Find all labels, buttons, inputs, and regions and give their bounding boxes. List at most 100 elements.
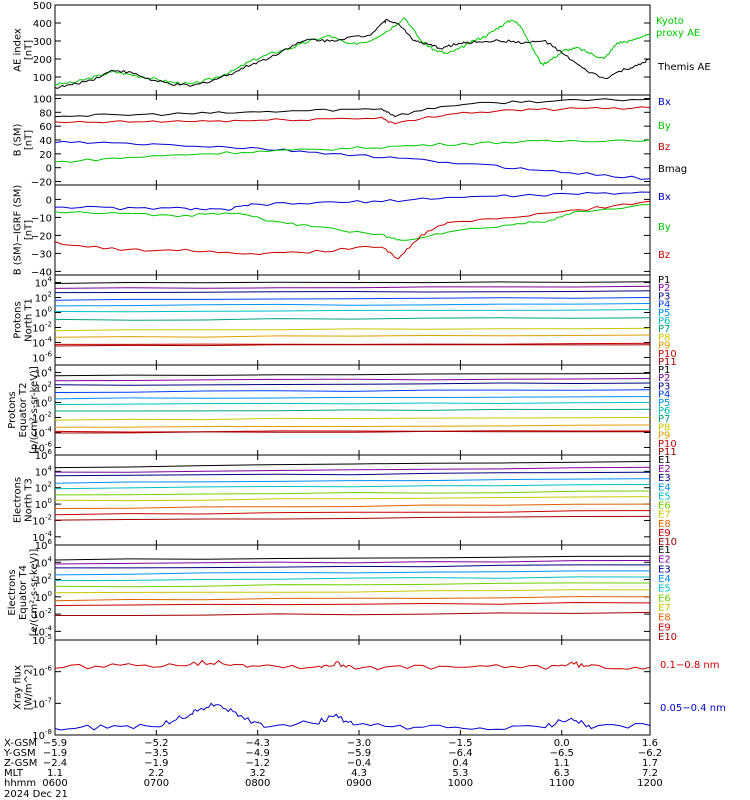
series-line-e1	[54, 555, 651, 561]
series-line-e4	[54, 570, 650, 576]
ephemeris-value: 0600	[42, 778, 67, 789]
ephemeris-value: −1.2	[246, 758, 270, 769]
legend-label-e9: E9	[658, 528, 671, 539]
series-line-e6	[54, 490, 651, 496]
y-axis-label: North T3	[24, 478, 35, 522]
y-tick-label: 10-4	[32, 336, 52, 350]
ephemeris-value: −3.0	[347, 738, 371, 749]
series-line-bz	[54, 200, 651, 260]
legend-label-p10: P10	[658, 349, 677, 360]
ephemeris-value: −1.5	[448, 738, 472, 749]
legend-label-kyoto: Kyoto	[656, 16, 684, 27]
y-axis-label: Equator T2	[18, 383, 29, 438]
series-line-e6	[54, 582, 651, 588]
series-line-bx	[55, 191, 651, 211]
ephemeris-value: 2.2	[148, 768, 164, 779]
legend-label-p1: P1	[658, 275, 670, 286]
legend-label-bx: Bx	[658, 97, 671, 108]
series-line-bmag	[54, 98, 651, 118]
series-line-e3	[54, 471, 651, 477]
y-tick-label: −20	[31, 178, 52, 189]
series-line-p3	[54, 382, 651, 386]
legend-label-p6: P6	[658, 316, 670, 327]
y-axis-label: [nT]	[24, 130, 35, 150]
ephemeris-value: −2.4	[43, 758, 67, 769]
series-line-p1	[54, 281, 651, 284]
y-tick-label: −40	[31, 267, 52, 278]
legend-label-p2: P2	[658, 373, 670, 384]
panel-frame	[54, 639, 651, 736]
legend-label-e1: E1	[658, 545, 671, 556]
y-tick-label: 10-2	[32, 321, 52, 335]
legend-label-xray-short: 0.05−0.4 nm	[660, 703, 726, 714]
legend-label-e3: E3	[658, 564, 671, 575]
y-tick-label: 20	[39, 150, 52, 161]
series-line-p8	[54, 417, 651, 421]
panel-e_equator: 106 104 102 100 10-2 10-4 Electrons Equator T4[…	[7, 538, 677, 643]
y-tick-label: 40	[39, 136, 52, 147]
legend-label-p6: P6	[658, 406, 670, 417]
legend-label-bmag: Bmag	[658, 164, 687, 175]
series-line-p9	[54, 334, 651, 338]
legend-label-e6: E6	[658, 593, 671, 604]
ephemeris-value: 1.1	[554, 758, 570, 769]
series-line-e9	[54, 601, 651, 606]
y-tick-label: 100	[33, 94, 52, 105]
panel-bigrf: 0 −10 −20 −30 −40 B (SM)−IGRF (SM) [nT] Bx By Bz	[13, 184, 671, 278]
y-axis-label: [nT]	[24, 40, 35, 60]
ephemeris-value: 6.3	[554, 768, 570, 779]
panel-bsm: 100 80 60 40 20 0 −20 B (SM) [nT] Bx By Bz Bmag	[13, 94, 688, 188]
y-axis-label: Equator T4	[18, 565, 29, 620]
y-tick-label: 102	[35, 573, 52, 587]
y-tick-label: 10-6	[32, 441, 52, 455]
ephemeris-value: 1.6	[642, 738, 658, 749]
y-tick-label: 100	[35, 497, 52, 511]
legend-label-e2: E2	[658, 464, 671, 475]
ephemeris-row-label: Y-GSM	[3, 748, 36, 759]
y-axis-label: North T1	[24, 298, 35, 342]
series-line-e4	[54, 478, 651, 484]
y-tick-label: 104	[35, 555, 53, 569]
legend-label-p5: P5	[658, 308, 670, 319]
y-tick-label: −10	[31, 213, 52, 224]
series-line-e1	[54, 461, 651, 469]
y-tick-label: 80	[39, 108, 52, 119]
ephemeris-value: −1.9	[43, 748, 67, 759]
y-axis-label: Protons	[13, 301, 24, 338]
y-tick-label: 60	[39, 122, 52, 133]
y-tick-label: 10-5	[32, 633, 52, 647]
y-axis-label: [p/(cm²-s-sr-keV)]	[29, 366, 40, 454]
series-line-p7	[55, 408, 651, 412]
series-line-p6	[54, 402, 651, 405]
y-tick-label: 200	[33, 55, 52, 66]
series-line-p5	[54, 396, 651, 400]
y-tick-label: 500	[33, 1, 52, 12]
panel-frame	[54, 4, 651, 96]
series-line-p11	[54, 344, 651, 347]
series-line-themis-ae	[54, 18, 651, 90]
y-axis-label: AE index	[13, 28, 24, 72]
ephemeris-value: −4.9	[246, 748, 270, 759]
legend-label-e8: E8	[658, 519, 671, 530]
y-tick-label: 10-4	[32, 530, 52, 544]
y-tick-label: 104	[35, 464, 53, 478]
y-tick-label: 10-8	[32, 728, 52, 742]
y-axis-label: B (SM)−IGRF (SM)	[13, 185, 24, 276]
ephemeris-value: 1.7	[642, 758, 658, 769]
series-line-p3	[54, 290, 651, 294]
ephemeris-value: −6.4	[448, 748, 472, 759]
legend-label-e6: E6	[658, 501, 671, 512]
series-line-e7	[54, 589, 651, 594]
ephemeris-value: 0800	[245, 778, 270, 789]
series-line-bx	[54, 140, 651, 180]
legend-label-p10: P10	[658, 439, 677, 450]
series-line-by	[54, 204, 650, 241]
ephemeris-value: 1000	[448, 778, 473, 789]
y-tick-label: 400	[33, 19, 52, 30]
legend-label-bz: Bz	[658, 250, 670, 261]
y-tick-label: 100	[35, 306, 52, 320]
ephemeris-value: 3.2	[250, 768, 266, 779]
